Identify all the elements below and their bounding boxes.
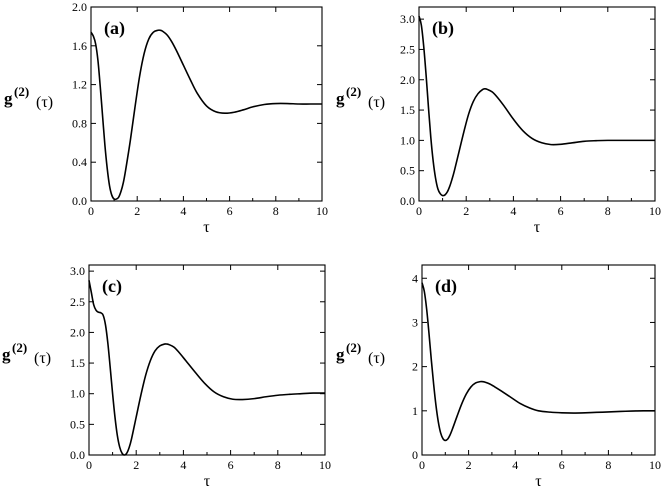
y-tick-label: 0.0 xyxy=(70,448,85,462)
series-line xyxy=(88,280,326,456)
y-tick-label: 0.5 xyxy=(70,417,85,431)
x-tick-label: 4 xyxy=(180,458,186,472)
y-axis-label-arg: (τ) xyxy=(368,350,385,367)
y-tick-label: 0.5 xyxy=(400,164,415,178)
x-tick-label: 6 xyxy=(559,458,565,472)
x-tick-label: 0 xyxy=(86,458,92,472)
y-axis-label-main: g xyxy=(336,345,345,364)
y-tick-label: 2.5 xyxy=(400,42,415,56)
y-axis-label: g (2) (τ) xyxy=(2,340,51,367)
y-axis-label: g (2) (τ) xyxy=(336,340,385,367)
x-tick-label: 10 xyxy=(316,204,328,218)
x-tick-label: 8 xyxy=(605,204,611,218)
x-tick-label: 2 xyxy=(133,458,139,472)
x-tick-label: 6 xyxy=(558,204,564,218)
y-axis-label-arg: (τ) xyxy=(368,94,385,111)
x-tick-label: 4 xyxy=(512,458,518,472)
y-tick-label: 3.0 xyxy=(70,264,85,278)
y-tick-label: 2.5 xyxy=(70,295,85,309)
y-tick-label: 3.0 xyxy=(400,12,415,26)
y-tick-label: 0.4 xyxy=(72,155,87,169)
y-axis-label-main: g xyxy=(336,89,345,108)
y-tick-label: 1.0 xyxy=(70,387,85,401)
chart-panel-b: 0 2 4 6 8 10 0.0 0.5 1.0 1.5 2.0 2.5 3.0 τ g (2) (τ) (b) xyxy=(336,6,661,236)
panel-label: (c) xyxy=(102,276,122,297)
y-axis-label-sup: (2) xyxy=(346,84,361,99)
y-axis-label: g (2) (τ) xyxy=(4,84,53,111)
y-tick-label: 1.5 xyxy=(400,103,415,117)
x-tick-label: 10 xyxy=(649,204,661,218)
chart-panel-d: 0 2 4 6 8 10 0 1 2 3 4 τ g (2) (τ) (d) xyxy=(336,264,661,490)
y-tick-label: 0 xyxy=(412,448,418,462)
x-tick-label: 0 xyxy=(419,458,425,472)
y-axis-label-sup: (2) xyxy=(14,84,29,99)
y-axis-label-main: g xyxy=(2,345,11,364)
series-line xyxy=(90,29,322,201)
series-line xyxy=(418,15,655,197)
x-tick-label: 4 xyxy=(510,204,516,218)
y-tick-label: 2.0 xyxy=(72,0,87,14)
x-tick-label: 8 xyxy=(273,204,279,218)
x-tick-label: 6 xyxy=(228,458,234,472)
x-axis-label: τ xyxy=(535,473,542,490)
y-tick-label: 0.0 xyxy=(72,194,87,208)
y-tick-label: 2.0 xyxy=(70,325,85,339)
x-tick-label: 10 xyxy=(649,458,661,472)
panel-label: (d) xyxy=(435,276,457,297)
x-tick-label: 10 xyxy=(319,458,331,472)
x-tick-label: 0 xyxy=(416,204,422,218)
x-axis-label: τ xyxy=(204,473,211,490)
y-axis-label-arg: (τ) xyxy=(34,350,51,367)
x-axis-label: τ xyxy=(534,219,541,236)
y-tick-label: 2 xyxy=(412,360,418,374)
y-tick-label: 1.5 xyxy=(70,356,85,370)
x-tick-label: 2 xyxy=(463,204,469,218)
x-tick-label: 0 xyxy=(88,204,94,218)
x-tick-label: 4 xyxy=(180,204,186,218)
x-tick-label: 2 xyxy=(466,458,472,472)
y-axis-label-main: g xyxy=(4,89,13,108)
y-tick-label: 1 xyxy=(412,404,418,418)
plot-frame xyxy=(88,264,326,456)
x-axis-label: τ xyxy=(203,219,210,236)
y-tick-label: 0.0 xyxy=(400,194,415,208)
y-tick-label: 1.6 xyxy=(72,39,87,53)
y-axis-label-sup: (2) xyxy=(346,340,361,355)
y-tick-label: 2.0 xyxy=(400,73,415,87)
y-axis-label-sup: (2) xyxy=(12,340,27,355)
x-tick-label: 2 xyxy=(134,204,140,218)
x-tick-label: 8 xyxy=(605,458,611,472)
x-tick-label: 8 xyxy=(275,458,281,472)
y-axis-label-arg: (τ) xyxy=(36,94,53,111)
chart-panel-c: 0 2 4 6 8 10 0.0 0.5 1.0 1.5 2.0 2.5 3.0 τ g (2) (τ) (c) xyxy=(2,264,331,490)
y-tick-label: 1.0 xyxy=(400,133,415,147)
y-tick-label: 1.2 xyxy=(72,78,87,92)
y-tick-label: 4 xyxy=(412,271,418,285)
series-line xyxy=(421,282,656,442)
chart-panel-a: 0 2 4 6 8 10 0.0 0.4 0.8 1.2 1.6 2.0 τ g (2) (τ) (a) xyxy=(4,0,328,236)
panel-label: (a) xyxy=(104,18,125,39)
y-tick-label: 3 xyxy=(412,315,418,329)
y-tick-label: 0.8 xyxy=(72,116,87,130)
panel-label: (b) xyxy=(432,18,454,39)
x-tick-label: 6 xyxy=(227,204,233,218)
y-axis-label: g (2) (τ) xyxy=(336,84,385,111)
